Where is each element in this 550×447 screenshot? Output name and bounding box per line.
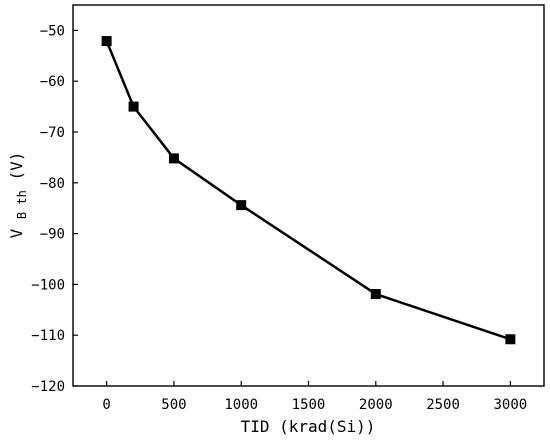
- x-tick-label-0: 0: [102, 397, 110, 413]
- y-tick-label-5: −100: [31, 277, 65, 293]
- data-point-0-2: [168, 153, 179, 164]
- y-tick-label-3: −80: [40, 176, 65, 192]
- x-tick-label-6: 3000: [493, 397, 527, 413]
- x-tick-label-3: 1500: [292, 397, 326, 413]
- y-tick-label-4: −90: [40, 227, 65, 243]
- data-point-0-3: [236, 200, 247, 211]
- x-axis-ticks: 0 500 1000 1500 2000 2500 3000: [102, 381, 527, 413]
- data-point-0-1: [128, 101, 139, 112]
- y-axis-title-subscript: B th: [15, 190, 29, 219]
- y-tick-label-6: −110: [31, 328, 65, 344]
- series-markers: [101, 36, 516, 345]
- x-tick-label-5: 2500: [426, 397, 460, 413]
- y-tick-label-7: −120: [31, 379, 65, 395]
- y-tick-label-0: −50: [40, 23, 65, 39]
- data-point-0-0: [101, 36, 112, 47]
- data-point-0-4: [370, 289, 381, 300]
- x-tick-label-2: 1000: [224, 397, 258, 413]
- series-line-0: [105, 40, 511, 341]
- y-axis-title-unit: (V): [7, 152, 26, 181]
- plot-frame: [72, 4, 545, 387]
- data-point-0-5: [505, 334, 516, 345]
- y-axis-title: V B th (V): [7, 152, 30, 239]
- series-line-group: [105, 40, 511, 341]
- x-tick-label-4: 2000: [359, 397, 393, 413]
- y-axis-title-main: V: [7, 228, 26, 238]
- y-axis-ticks: −50 −60 −70 −80 −90 −100 −110 −120: [31, 23, 78, 395]
- x-axis-title: TID (krad(Si)): [241, 417, 376, 436]
- y-tick-label-1: −60: [40, 74, 65, 90]
- x-tick-label-1: 500: [161, 397, 186, 413]
- y-tick-label-2: −70: [40, 125, 65, 141]
